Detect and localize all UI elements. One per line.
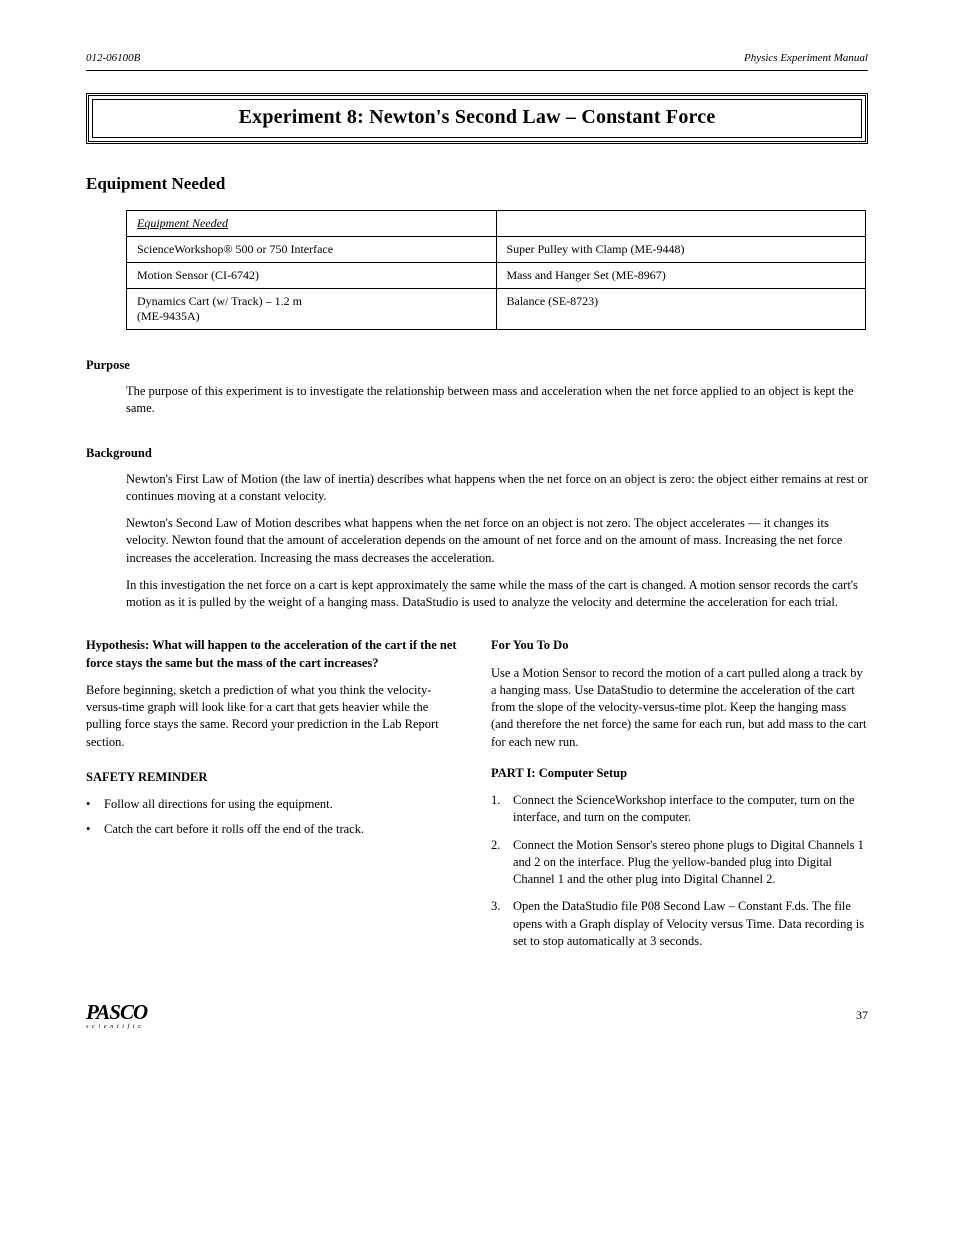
- safety-bullet: •Catch the cart before it rolls off the …: [86, 821, 463, 838]
- background-p2: Newton's Second Law of Motion describes …: [126, 515, 868, 567]
- purpose-text: The purpose of this experiment is to inv…: [126, 383, 868, 418]
- header-left: 012-06100B: [86, 52, 140, 64]
- experiment-title: Experiment 8: Newton's Second Law – Cons…: [93, 106, 861, 129]
- hypothesis-text: Before beginning, sketch a prediction of…: [86, 682, 463, 751]
- step-item: 1.Connect the ScienceWorkshop interface …: [491, 792, 868, 827]
- safety-heading: SAFETY REMINDER: [86, 769, 463, 786]
- table-cell: ScienceWorkshop® 500 or 750 Interface: [127, 237, 497, 263]
- purpose-heading: Purpose: [86, 358, 868, 373]
- page-number: 37: [856, 1008, 868, 1023]
- table-cell: Balance (SE-8723): [496, 289, 866, 330]
- header-right: Physics Experiment Manual: [744, 52, 868, 64]
- equipment-heading: Equipment Needed: [86, 174, 868, 194]
- think-intro: Use a Motion Sensor to record the motion…: [491, 665, 868, 751]
- step-text: Open the DataStudio file P08 Second Law …: [513, 898, 868, 950]
- background-heading: Background: [86, 446, 868, 461]
- header-rule: [86, 70, 868, 71]
- table-cell: Dynamics Cart (w/ Track) – 1.2 m (ME-943…: [127, 289, 497, 330]
- table-row: ScienceWorkshop® 500 or 750 Interface Su…: [127, 237, 866, 263]
- safety-bullet-text: Catch the cart before it rolls off the e…: [104, 821, 463, 838]
- logo-sub: scientific: [86, 1023, 144, 1030]
- table-cell: Mass and Hanger Set (ME-8967): [496, 263, 866, 289]
- safety-bullet-text: Follow all directions for using the equi…: [104, 796, 463, 813]
- table-cell: Motion Sensor (CI-6742): [127, 263, 497, 289]
- pasco-logo: PASCO scientific: [86, 1000, 147, 1030]
- hypothesis-heading: Hypothesis: What will happen to the acce…: [86, 637, 463, 672]
- step-item: 2.Connect the Motion Sensor's stereo pho…: [491, 837, 868, 889]
- title-box: Experiment 8: Newton's Second Law – Cons…: [86, 93, 868, 144]
- table-row: Dynamics Cart (w/ Track) – 1.2 m (ME-943…: [127, 289, 866, 330]
- think-heading: For You To Do: [491, 637, 868, 654]
- equipment-table: Equipment Needed ScienceWorkshop® 500 or…: [126, 210, 866, 330]
- table-row: Motion Sensor (CI-6742) Mass and Hanger …: [127, 263, 866, 289]
- logo-main: PASCO: [86, 1000, 147, 1025]
- step-text: Connect the Motion Sensor's stereo phone…: [513, 837, 868, 889]
- step-text: Connect the ScienceWorkshop interface to…: [513, 792, 868, 827]
- table-col-label: Equipment Needed: [137, 216, 228, 230]
- background-p1: Newton's First Law of Motion (the law of…: [126, 471, 868, 506]
- background-p3: In this investigation the net force on a…: [126, 577, 868, 612]
- step-item: 3.Open the DataStudio file P08 Second La…: [491, 898, 868, 950]
- part-heading: PART I: Computer Setup: [491, 765, 868, 782]
- safety-bullet: •Follow all directions for using the equ…: [86, 796, 463, 813]
- table-cell: Super Pulley with Clamp (ME-9448): [496, 237, 866, 263]
